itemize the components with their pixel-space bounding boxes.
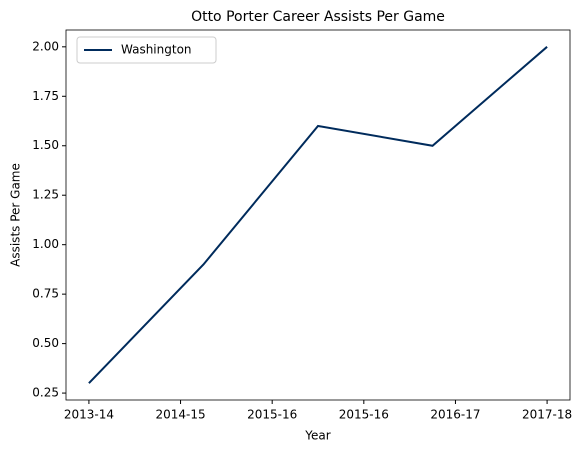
chart-title: Otto Porter Career Assists Per Game — [191, 9, 445, 25]
x-tick-label: 2014-15 — [155, 408, 205, 422]
y-tick-label: 1.25 — [32, 188, 59, 202]
legend-box — [76, 36, 217, 64]
y-tick-label: 1.75 — [32, 89, 59, 103]
line-series — [88, 46, 548, 384]
y-tick-label: 1.50 — [32, 138, 59, 152]
x-tick-label: 2016-17 — [430, 408, 480, 422]
legend-label: Washington — [121, 43, 192, 57]
x-tick-label: 2015-16 — [247, 408, 297, 422]
x-axis-label: Year — [304, 429, 330, 443]
y-tick-label: 0.25 — [32, 386, 59, 400]
x-tick-label: 2013-14 — [64, 408, 114, 422]
y-tick-label: 0.75 — [32, 287, 59, 301]
y-tick-label: 2.00 — [32, 39, 59, 53]
plot-frame — [65, 29, 571, 401]
x-tick-label: 2017-18 — [522, 408, 572, 422]
x-tick-label: 2015-16 — [339, 408, 389, 422]
y-tick-label: 0.50 — [32, 336, 59, 350]
y-tick-label: 1.00 — [32, 237, 59, 251]
y-axis-label: Assists Per Game — [9, 163, 23, 267]
